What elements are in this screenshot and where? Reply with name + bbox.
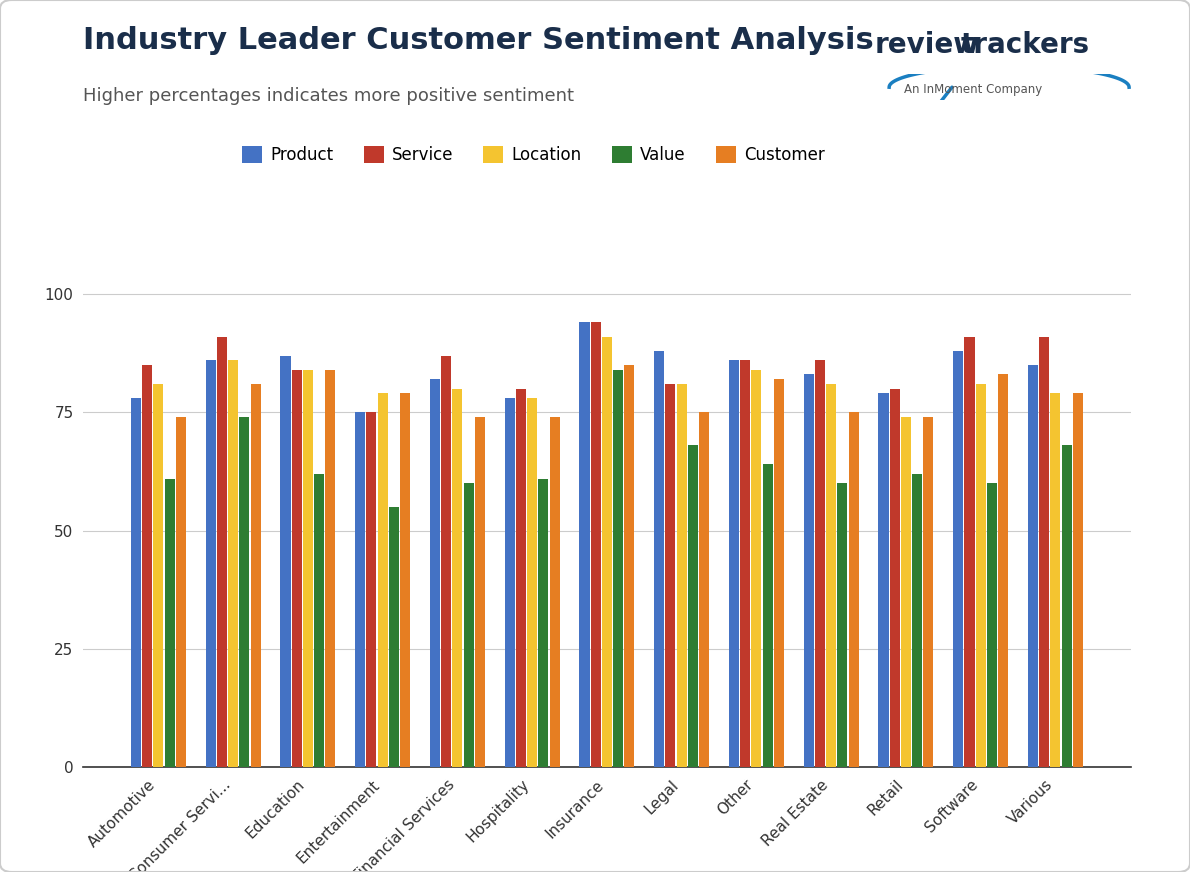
Bar <box>505 399 515 767</box>
Bar <box>1028 365 1038 767</box>
Bar <box>580 323 589 767</box>
Bar <box>912 473 922 767</box>
Bar <box>538 479 549 767</box>
Bar <box>890 389 900 767</box>
Bar <box>176 417 186 767</box>
Bar <box>239 417 250 767</box>
Bar <box>763 465 772 767</box>
Bar <box>355 412 365 767</box>
Bar <box>848 412 859 767</box>
Bar <box>1073 393 1083 767</box>
Bar <box>302 370 313 767</box>
Bar <box>826 384 837 767</box>
Text: An InMoment Company: An InMoment Company <box>904 83 1042 96</box>
Bar <box>923 417 933 767</box>
Text: Higher percentages indicates more positive sentiment: Higher percentages indicates more positi… <box>83 87 575 106</box>
Bar <box>292 370 302 767</box>
Bar <box>740 360 750 767</box>
Bar <box>441 356 451 767</box>
Bar <box>654 351 664 767</box>
Bar <box>325 370 336 767</box>
Bar <box>964 337 975 767</box>
Bar <box>516 389 526 767</box>
Bar <box>590 323 601 767</box>
Bar <box>998 374 1008 767</box>
Bar <box>976 384 985 767</box>
Text: trackers: trackers <box>960 31 1090 58</box>
Bar <box>1039 337 1050 767</box>
Bar <box>613 370 624 767</box>
Bar <box>217 337 227 767</box>
Bar <box>751 370 762 767</box>
Bar <box>251 384 261 767</box>
Bar <box>838 483 847 767</box>
Bar <box>878 393 889 767</box>
Bar <box>665 384 676 767</box>
Bar <box>527 399 537 767</box>
Bar <box>281 356 290 767</box>
Bar <box>699 412 709 767</box>
Bar <box>729 360 739 767</box>
Bar <box>815 360 825 767</box>
Bar <box>377 393 388 767</box>
Bar <box>389 507 399 767</box>
Bar <box>475 417 484 767</box>
Bar <box>602 337 612 767</box>
Bar <box>314 473 324 767</box>
Bar <box>987 483 997 767</box>
Bar <box>1061 446 1072 767</box>
Text: Industry Leader Customer Sentiment Analysis: Industry Leader Customer Sentiment Analy… <box>83 26 873 55</box>
Bar <box>1051 393 1060 767</box>
Bar <box>625 365 634 767</box>
Bar <box>228 360 238 767</box>
Bar <box>803 374 814 767</box>
Bar <box>430 379 440 767</box>
Bar <box>131 399 140 767</box>
Bar <box>774 379 784 767</box>
Legend: Product, Service, Location, Value, Customer: Product, Service, Location, Value, Custo… <box>236 140 832 171</box>
Text: review: review <box>875 31 979 58</box>
Bar <box>464 483 474 767</box>
Bar <box>953 351 963 767</box>
Bar <box>142 365 152 767</box>
Bar <box>550 417 559 767</box>
Bar <box>452 389 463 767</box>
Bar <box>154 384 163 767</box>
Bar <box>206 360 215 767</box>
Bar <box>400 393 411 767</box>
Bar <box>688 446 697 767</box>
Bar <box>164 479 175 767</box>
Bar <box>367 412 376 767</box>
Bar <box>901 417 912 767</box>
Bar <box>677 384 687 767</box>
